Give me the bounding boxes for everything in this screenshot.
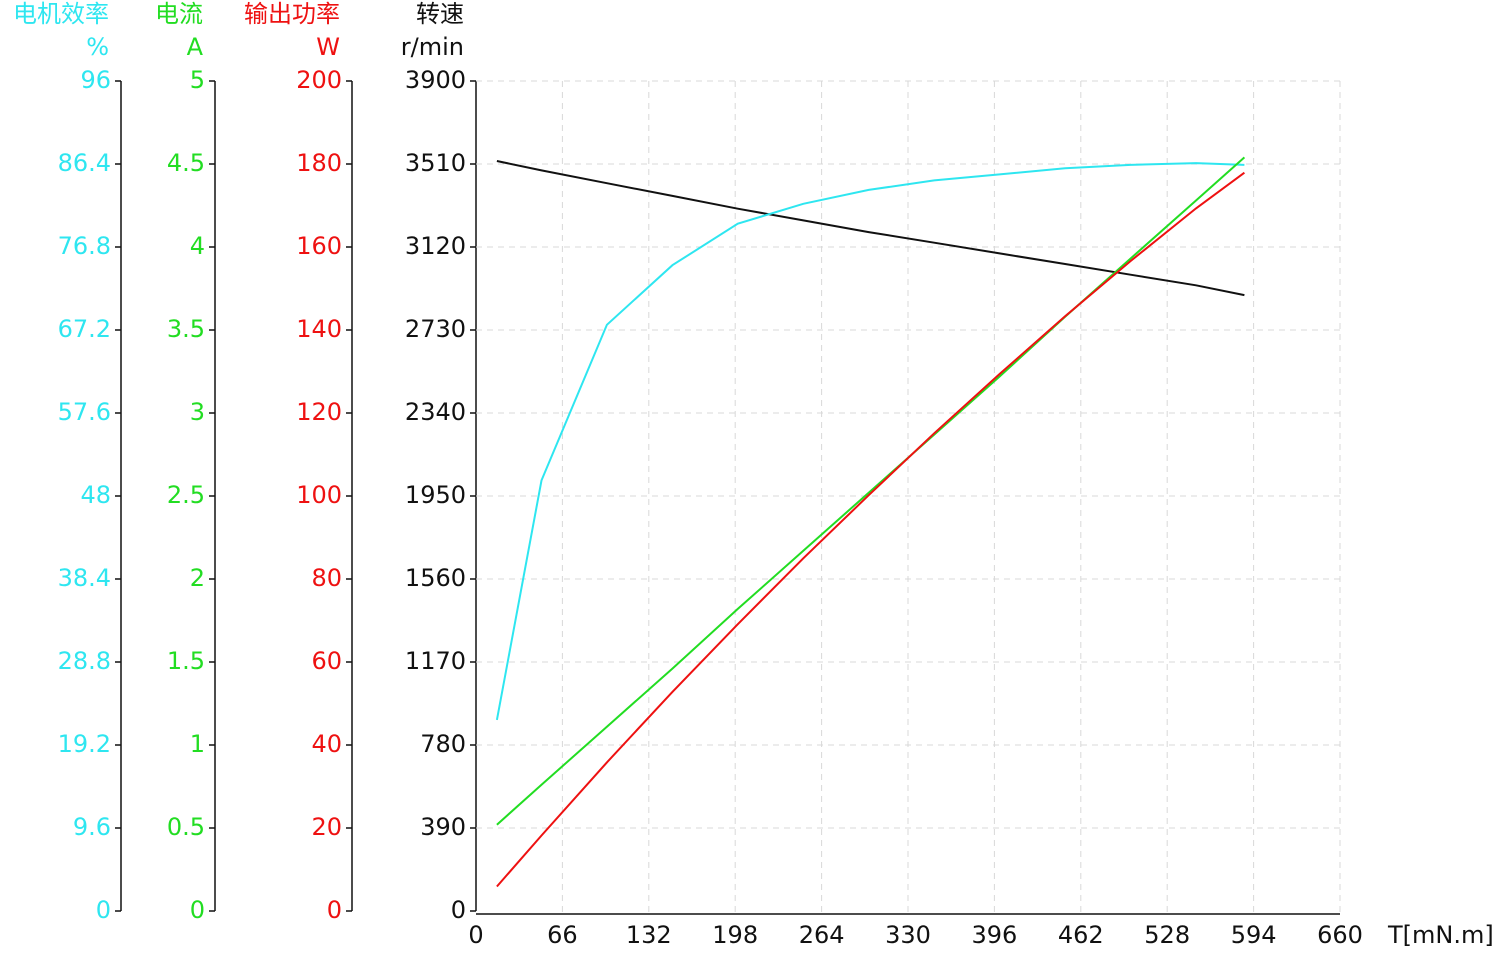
y-tick-label: 100 [296,481,342,509]
y-tick-label: 0 [451,896,466,924]
y-tick-label: 1950 [405,481,466,509]
y-tick-label: 390 [420,813,466,841]
y-tick-label: 48 [80,481,111,509]
series-line [495,162,1245,721]
y-tick-label: 5 [190,66,205,94]
series-line [496,156,1246,826]
y-tick-label: 0 [190,896,205,924]
x-tick-label: 264 [799,921,845,949]
y-tick-label: 40 [311,730,342,758]
x-tick-label: 594 [1231,921,1277,949]
y-tick-label: 780 [420,730,466,758]
axis-title: 电机效率 [13,0,109,28]
y-tick-label: 19.2 [58,730,111,758]
x-tick-label: 462 [1058,921,1104,949]
y-tick-label: 28.8 [58,647,111,675]
axis-title: 输出功率 [244,0,340,28]
y-tick-label: 2730 [405,315,466,343]
x-tick-label: 0 [468,921,483,949]
x-tick-label: 66 [547,921,578,949]
y-tick-label: 0 [327,896,342,924]
y-tick-label: 4.5 [167,149,205,177]
y-tick-label: 38.4 [58,564,111,592]
series-line [496,160,1245,297]
y-tick-label: 1.5 [167,647,205,675]
y-tick-label: 1 [190,730,205,758]
x-tick-label: 660 [1317,921,1363,949]
y-tick-label: 160 [296,232,342,260]
axis-unit: A [187,33,204,61]
y-tick-label: 3510 [405,149,466,177]
y-tick-label: 20 [311,813,342,841]
y-tick-label: 3.5 [167,315,205,343]
y-tick-label: 67.2 [58,315,111,343]
axis-unit: r/min [401,33,464,61]
y-tick-label: 1560 [405,564,466,592]
y-tick-label: 2.5 [167,481,205,509]
y-tick-label: 180 [296,149,342,177]
y-tick-label: 4 [190,232,205,260]
y-tick-label: 0 [96,896,111,924]
y-tick-label: 86.4 [58,149,111,177]
y-tick-label: 57.6 [58,398,111,426]
y-tick-label: 2 [190,564,205,592]
y-tick-label: 1170 [405,647,466,675]
y-tick-label: 76.8 [58,232,111,260]
x-tick-label: 132 [626,921,672,949]
y-tick-label: 60 [311,647,342,675]
axis-title: 电流 [155,0,203,28]
axis-unit: W [316,33,340,61]
y-tick-label: 80 [311,564,342,592]
y-tick-label: 9.6 [73,813,111,841]
axis-unit: % [86,33,109,61]
x-tick-label: 330 [885,921,931,949]
y-tick-label: 96 [80,66,111,94]
x-axis-label: T[mN.m] [1387,921,1494,949]
y-tick-label: 120 [296,398,342,426]
y-tick-label: 140 [296,315,342,343]
x-tick-label: 528 [1144,921,1190,949]
series-line [496,171,1245,888]
y-tick-label: 3120 [405,232,466,260]
y-tick-label: 200 [296,66,342,94]
y-tick-label: 0.5 [167,813,205,841]
x-tick-label: 396 [971,921,1017,949]
axis-title: 转速 [416,0,464,28]
x-tick-label: 198 [712,921,758,949]
y-tick-label: 3 [190,398,205,426]
y-tick-label: 3900 [405,66,466,94]
y-tick-label: 2340 [405,398,466,426]
